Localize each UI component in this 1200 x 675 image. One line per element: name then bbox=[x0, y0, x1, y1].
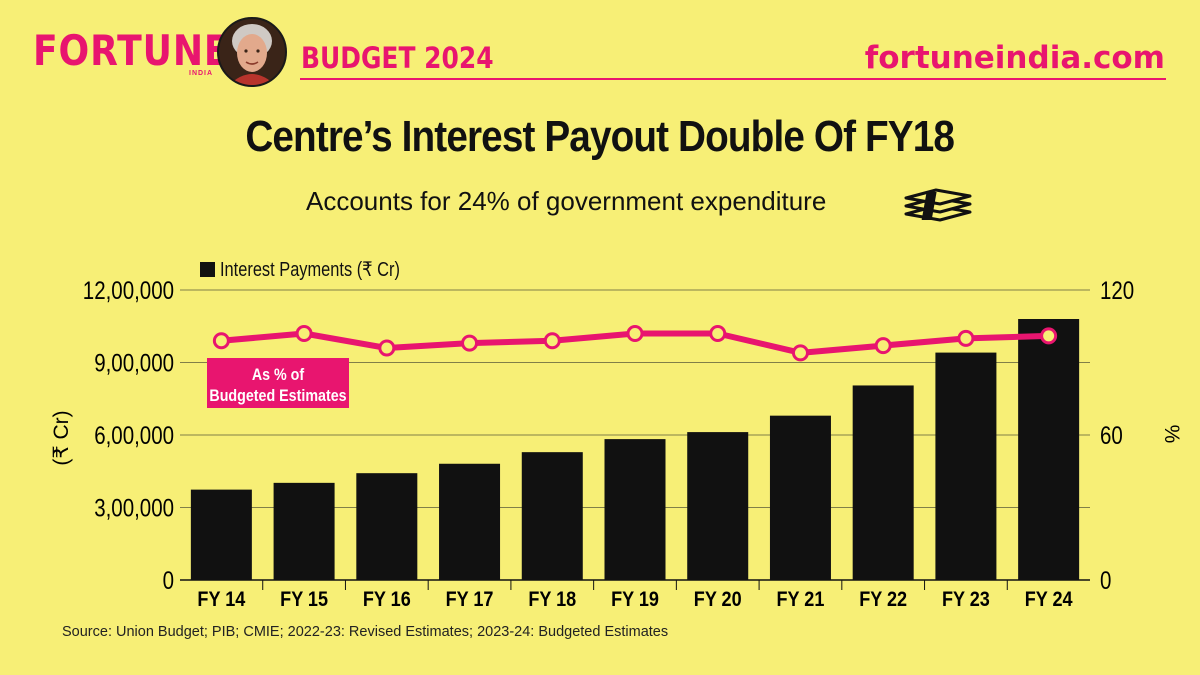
bar bbox=[190, 489, 252, 580]
portrait-avatar-icon bbox=[217, 17, 287, 87]
y-tick-label: 12,00,000 bbox=[83, 276, 174, 304]
bar bbox=[935, 352, 997, 580]
header: FORTUNE INDIA BUDGET 2024 fortuneindia.c… bbox=[0, 0, 1200, 100]
y2-tick-label: 0 bbox=[1100, 566, 1111, 594]
y2-axis-label: % bbox=[1160, 425, 1183, 444]
x-tick-label: FY 24 bbox=[1025, 588, 1073, 612]
y-tick-label: 3,00,000 bbox=[94, 494, 174, 522]
percent-point bbox=[709, 325, 727, 342]
bar bbox=[1018, 319, 1080, 580]
percent-point bbox=[378, 339, 396, 357]
y-tick-label: 9,00,000 bbox=[94, 349, 174, 377]
x-tick-label: FY 15 bbox=[280, 588, 328, 612]
bar bbox=[769, 415, 831, 580]
legend-swatch bbox=[200, 262, 215, 277]
legend-label: Interest Payments (₹ Cr) bbox=[220, 259, 400, 281]
brand-logo: FORTUNE bbox=[33, 26, 230, 75]
percent-point bbox=[791, 344, 809, 362]
percent-point bbox=[212, 332, 230, 350]
x-tick-label: FY 18 bbox=[528, 588, 576, 612]
brand-sub-logo: INDIA bbox=[189, 70, 214, 77]
legend: Interest Payments (₹ Cr) bbox=[200, 257, 439, 282]
percent-point bbox=[626, 325, 644, 342]
header-divider bbox=[300, 78, 1166, 80]
percent-point bbox=[1040, 327, 1058, 345]
x-tick-label: FY 21 bbox=[777, 588, 825, 612]
bar bbox=[604, 439, 666, 580]
x-tick-label: FY 23 bbox=[942, 588, 990, 612]
y-axis-label: (₹ Cr) bbox=[50, 410, 73, 465]
bar bbox=[439, 463, 501, 580]
source-note: Source: Union Budget; PIB; CMIE; 2022-23… bbox=[62, 624, 669, 640]
bar bbox=[356, 473, 418, 580]
bar bbox=[852, 385, 914, 580]
y2-tick-label: 120 bbox=[1100, 276, 1134, 304]
x-tick-label: FY 20 bbox=[694, 588, 742, 612]
y2-tick-label: 60 bbox=[1100, 421, 1123, 449]
section-label: BUDGET 2024 bbox=[301, 41, 494, 75]
site-link[interactable]: fortuneindia.com bbox=[864, 40, 1165, 76]
bar bbox=[687, 432, 749, 580]
x-tick-label: FY 19 bbox=[611, 588, 659, 612]
percent-point bbox=[874, 337, 892, 355]
percent-point bbox=[543, 332, 561, 350]
x-tick-label: FY 17 bbox=[446, 588, 494, 612]
bar bbox=[273, 482, 335, 580]
money-stack-icon bbox=[904, 188, 972, 222]
chart-title: Centre’s Interest Payout Double Of FY18 bbox=[0, 112, 1200, 162]
percent-point bbox=[957, 329, 975, 347]
percent-point bbox=[461, 334, 479, 352]
bar bbox=[521, 452, 583, 580]
x-tick-label: FY 16 bbox=[363, 588, 411, 612]
chart-title-text: Centre’s Interest Payout Double Of FY18 bbox=[245, 112, 956, 161]
y-tick-label: 0 bbox=[163, 566, 174, 594]
line-annotation-box bbox=[207, 358, 349, 408]
y-tick-label: 6,00,000 bbox=[94, 421, 174, 449]
chart-subtitle: Accounts for 24% of government expenditu… bbox=[306, 186, 827, 216]
x-tick-label: FY 14 bbox=[197, 588, 245, 612]
line-annotation-text: As % of bbox=[252, 366, 305, 384]
x-tick-label: FY 22 bbox=[859, 588, 907, 612]
percent-point bbox=[295, 325, 313, 342]
line-annotation-text: Budgeted Estimates bbox=[209, 387, 346, 405]
